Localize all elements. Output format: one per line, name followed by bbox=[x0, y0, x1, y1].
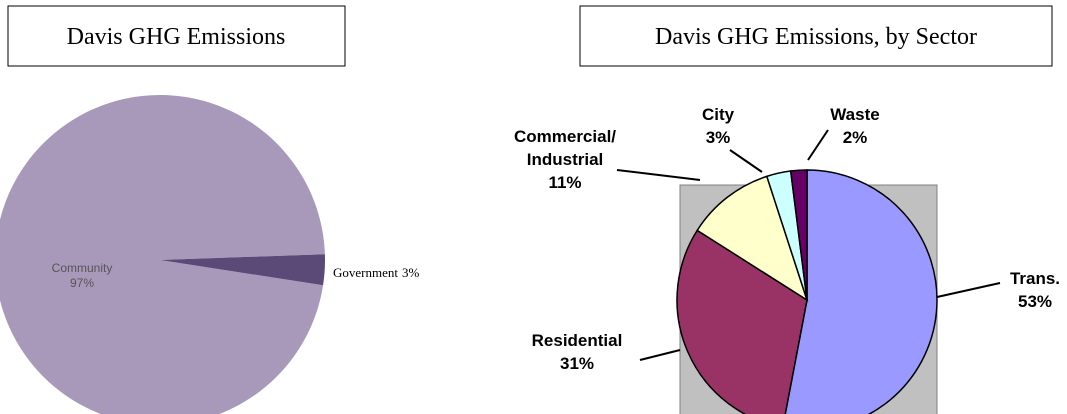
slice-value: 3% bbox=[402, 265, 420, 280]
leader-line bbox=[729, 149, 763, 173]
chart-title: Davis GHG Emissions bbox=[67, 24, 286, 50]
slice-value: 2% bbox=[843, 128, 868, 147]
label-line: Commercial/ bbox=[514, 127, 616, 146]
slice-label: Residential bbox=[532, 331, 623, 350]
label-line: Waste bbox=[830, 105, 879, 124]
chart-title: Davis GHG Emissions, by Sector bbox=[655, 24, 977, 50]
slice-value: 31% bbox=[560, 354, 594, 373]
label-line: Trans. bbox=[1010, 269, 1060, 288]
pie-slice bbox=[789, 169, 808, 301]
title-box bbox=[579, 5, 1053, 67]
label-line: City bbox=[702, 105, 735, 124]
slice-value: 97% bbox=[70, 276, 94, 290]
pie-slice bbox=[0, 95, 325, 414]
leader-line bbox=[616, 169, 701, 181]
slice-label: Government bbox=[333, 265, 398, 280]
slice-value: 3% bbox=[706, 128, 731, 147]
slice-label: City bbox=[702, 105, 735, 124]
leader-line bbox=[639, 349, 681, 361]
slice-label: Waste bbox=[830, 105, 879, 124]
slice-label: Commercial/Industrial bbox=[514, 127, 616, 169]
slice-label: Trans. bbox=[1010, 269, 1060, 288]
slice-label: Community bbox=[52, 261, 113, 275]
label-line: Residential bbox=[532, 331, 623, 350]
pie-slice bbox=[676, 229, 808, 414]
slice-value: 11% bbox=[548, 173, 581, 192]
leader-line bbox=[936, 282, 1001, 298]
leader-line bbox=[807, 129, 829, 161]
slice-value: 53% bbox=[1018, 292, 1052, 311]
pie-slice bbox=[696, 175, 809, 302]
pie-slice bbox=[784, 169, 938, 414]
pie-slice bbox=[160, 254, 325, 286]
label-line: Industrial bbox=[527, 150, 604, 169]
title-box bbox=[7, 5, 346, 67]
